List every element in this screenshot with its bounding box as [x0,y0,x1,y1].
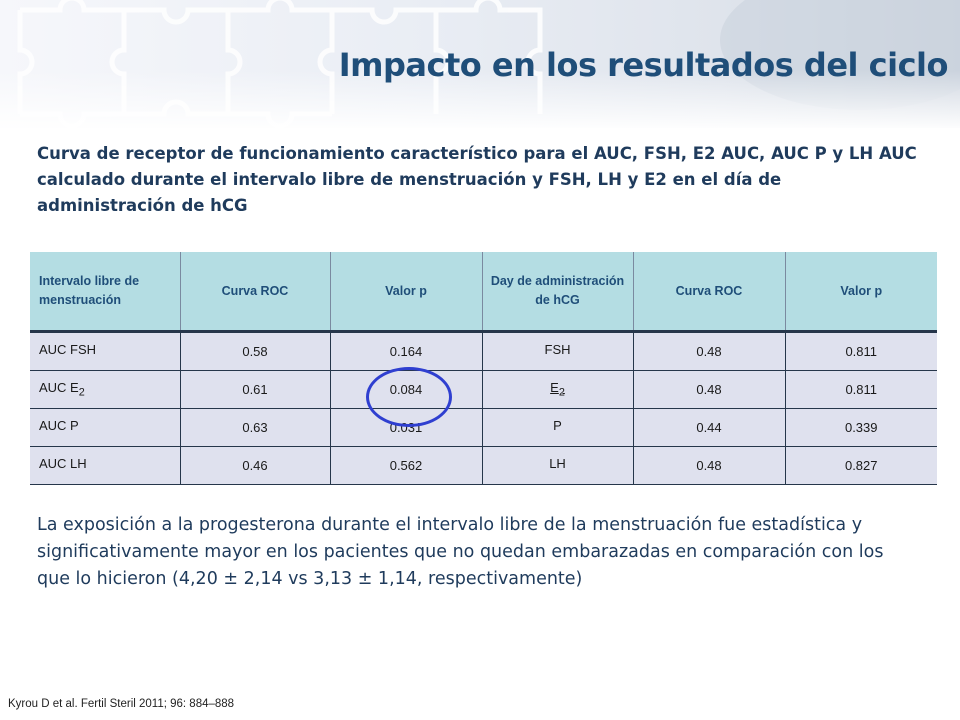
table-row: AUC P 0.63 0.031 P 0.44 0.339 [30,408,937,447]
table-row: AUC FSH 0.58 0.164 FSH 0.48 0.811 [30,331,937,371]
header-p-value: Valor p [329,252,482,333]
header-hcg-day: Day de administración de hCG [481,252,633,333]
p-value: 0.164 [329,331,482,371]
highlight-circle-icon [366,367,452,427]
roc-value-hcg: 0.48 [632,331,785,371]
hcg-row-label: E2 [481,370,633,409]
row-label: AUC FSH [30,331,180,371]
table-row: AUC E2 0.61 0.084 E2 0.48 0.811 [30,370,937,409]
header-roc-curve-hcg: Curva ROC [632,252,785,333]
hcg-row-label: P [481,408,633,447]
hcg-row-label: LH [481,446,633,485]
roc-value-hcg: 0.48 [632,446,785,485]
table-row: AUC LH 0.46 0.562 LH 0.48 0.827 [30,446,937,485]
banner-fade [0,0,960,128]
header-p-value-hcg: Valor p [784,252,937,333]
conclusion-text: La exposición a la progesterona durante … [37,515,884,589]
page-title: Impacto en los resultados del ciclo [338,46,949,84]
header-roc-curve: Curva ROC [179,252,330,333]
table-caption: Curva de receptor de funcionamiento cara… [37,144,917,215]
header-banner [0,0,960,128]
roc-value-hcg: 0.44 [632,408,785,447]
header-menstruation-interval: Intervalo libre de menstruación [30,252,180,333]
roc-value: 0.63 [179,408,330,447]
p-value-hcg: 0.811 [784,370,937,409]
roc-value: 0.61 [179,370,330,409]
row-label: AUC P [30,408,180,447]
p-value-hcg: 0.811 [784,331,937,371]
roc-table: Intervalo libre de menstruación Curva RO… [30,252,937,485]
roc-value: 0.46 [179,446,330,485]
table-header-row: Intervalo libre de menstruación Curva RO… [30,252,937,333]
citation: Kyrou D et al. Fertil Steril 2011; 96: 8… [8,698,235,710]
hcg-row-label: FSH [481,331,633,371]
row-label: AUC E2 [30,370,180,409]
row-label: AUC LH [30,446,180,485]
roc-value-hcg: 0.48 [632,370,785,409]
roc-value: 0.58 [179,331,330,371]
p-value-hcg: 0.339 [784,408,937,447]
p-value: 0.562 [329,446,482,485]
p-value-hcg: 0.827 [784,446,937,485]
